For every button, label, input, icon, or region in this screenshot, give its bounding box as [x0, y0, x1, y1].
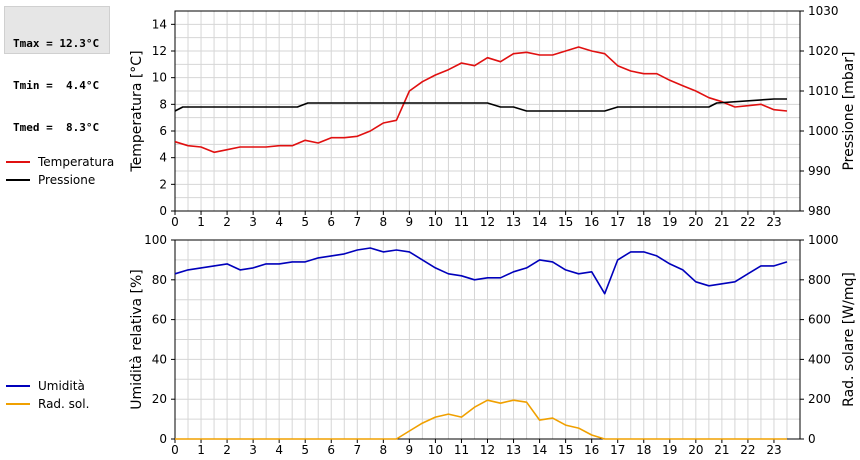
humid-chart-x-tick-label: 6 — [327, 443, 335, 457]
temp-chart-x-tick-label: 10 — [428, 215, 443, 229]
temp-chart-x-tick-label: 1 — [197, 215, 205, 229]
temp-chart-x-tick-label: 9 — [406, 215, 414, 229]
humid-chart-x-tick-label: 18 — [636, 443, 651, 457]
humid-chart-x-tick-label: 16 — [584, 443, 599, 457]
temp-chart-x-tick-label: 12 — [480, 215, 495, 229]
temp-chart-x-tick-label: 13 — [506, 215, 521, 229]
humid-chart-x-tick-label: 12 — [480, 443, 495, 457]
temp-chart-x-tick-label: 20 — [688, 215, 703, 229]
temp-chart-x-tick-label: 0 — [171, 215, 179, 229]
humid-chart-x-tick-label: 20 — [688, 443, 703, 457]
temp-chart-y2-tick-label: 980 — [808, 204, 831, 218]
temp-chart-x-tick-label: 16 — [584, 215, 599, 229]
humid-chart-x-tick-label: 7 — [353, 443, 361, 457]
temp-chart-y2-tick-label: 990 — [808, 164, 831, 178]
temp-chart-x-tick-label: 2 — [223, 215, 231, 229]
tmed-text: Tmed = 8.3°C — [13, 121, 100, 134]
temp-chart-y-tick-label: 14 — [152, 17, 167, 31]
temp-chart-y2-tick-label: 1000 — [808, 124, 839, 138]
temp-chart-y-tick-label: 10 — [152, 71, 167, 85]
humid-chart-y2-tick-label: 800 — [808, 273, 831, 287]
temp-chart-x-tick-label: 6 — [327, 215, 335, 229]
temp-chart-y-tick-label: 6 — [159, 124, 167, 138]
humid-chart-x-tick-label: 0 — [171, 443, 179, 457]
humid-chart-y2-tick-label: 400 — [808, 352, 831, 366]
humid-chart-x-tick-label: 8 — [380, 443, 388, 457]
tmin-text: Tmin = 4.4°C — [13, 79, 100, 92]
temp-chart-legend-label-0: Temperatura — [37, 155, 114, 169]
temp-chart-x-tick-label: 7 — [353, 215, 361, 229]
humid-chart-y-tick-label: 40 — [152, 352, 167, 366]
humid-chart-series-line-1 — [175, 399, 787, 440]
humid-chart-x-tick-label: 17 — [610, 443, 625, 457]
humid-chart-y2-axis-title: Rad. solare [W/mq] — [841, 272, 857, 407]
temp-chart-y-tick-label: 2 — [159, 177, 167, 191]
temp-chart-x-tick-label: 19 — [662, 215, 677, 229]
humid-chart-y-tick-label: 100 — [144, 233, 167, 247]
humid-chart-legend-label-0: Umidità — [38, 379, 85, 393]
humid-chart-x-tick-label: 11 — [454, 443, 469, 457]
temp-chart-x-tick-label: 22 — [740, 215, 755, 229]
humid-chart-x-tick-label: 9 — [406, 443, 414, 457]
temp-chart-y-tick-label: 8 — [159, 97, 167, 111]
humid-chart-x-tick-label: 5 — [301, 443, 309, 457]
temp-chart-y2-tick-label: 1020 — [808, 44, 839, 58]
humid-chart-x-tick-label: 10 — [428, 443, 443, 457]
humid-chart-x-tick-label: 3 — [249, 443, 257, 457]
temp-chart-x-tick-label: 11 — [454, 215, 469, 229]
temp-chart-x-tick-label: 17 — [610, 215, 625, 229]
temp-chart-x-tick-label: 23 — [766, 215, 781, 229]
humid-chart-y2-tick-label: 1000 — [808, 233, 839, 247]
temp-chart-y2-tick-label: 1010 — [808, 84, 839, 98]
temp-chart-x-tick-label: 15 — [558, 215, 573, 229]
humid-chart-x-tick-label: 19 — [662, 443, 677, 457]
temp-chart-x-tick-label: 18 — [636, 215, 651, 229]
humid-chart-series-line-0 — [174, 247, 788, 295]
humid-chart-legend-label-1: Rad. sol. — [38, 397, 89, 411]
temp-chart-series-line-0 — [174, 46, 788, 154]
humid-chart-x-tick-label: 15 — [558, 443, 573, 457]
humid-chart-x-tick-label: 23 — [766, 443, 781, 457]
temp-chart-series-line-1 — [174, 98, 787, 112]
temp-chart-y-tick-label: 12 — [152, 44, 167, 58]
temp-chart-x-tick-label: 14 — [532, 215, 547, 229]
tmax-text: Tmax = 12.3°C — [13, 37, 100, 50]
temp-chart-x-tick-label: 4 — [275, 215, 283, 229]
temp-chart-x-tick-label: 8 — [380, 215, 388, 229]
humid-chart-y-tick-label: 0 — [159, 432, 167, 446]
humid-chart-x-tick-label: 4 — [275, 443, 283, 457]
temp-chart-y-tick-label: 4 — [159, 151, 167, 165]
temp-chart-x-tick-label: 3 — [249, 215, 257, 229]
stats-box: Tmax = 12.3°C Tmin = 4.4°C Tmed = 8.3°C — [4, 6, 110, 134]
humid-chart-y2-tick-label: 600 — [808, 313, 831, 327]
humid-chart-y-tick-label: 80 — [152, 273, 167, 287]
humid-chart-y-tick-label: 60 — [152, 313, 167, 327]
humid-chart-x-tick-label: 1 — [197, 443, 205, 457]
temp-chart-y2-tick-label: 1030 — [808, 4, 839, 18]
humid-chart-x-tick-label: 2 — [223, 443, 231, 457]
temp-chart-y-axis-title: Temperatura [°C] — [129, 50, 145, 172]
humid-chart-y-axis-title: Umidità relativa [%] — [129, 269, 145, 410]
temp-chart-y-tick-label: 0 — [159, 204, 167, 218]
temp-chart-legend-label-1: Pressione — [38, 173, 95, 187]
humid-chart-x-tick-label: 21 — [714, 443, 729, 457]
humid-chart-x-tick-label: 13 — [506, 443, 521, 457]
humid-chart-x-tick-label: 14 — [532, 443, 547, 457]
temp-chart-x-tick-label: 21 — [714, 215, 729, 229]
humid-chart-y-tick-label: 20 — [152, 392, 167, 406]
humid-chart-y2-tick-label: 0 — [808, 432, 816, 446]
humid-chart-x-tick-label: 22 — [740, 443, 755, 457]
temp-chart-y2-axis-title: Pressione [mbar] — [841, 51, 857, 170]
temp-chart-x-tick-label: 5 — [301, 215, 309, 229]
humid-chart-y2-tick-label: 200 — [808, 392, 831, 406]
